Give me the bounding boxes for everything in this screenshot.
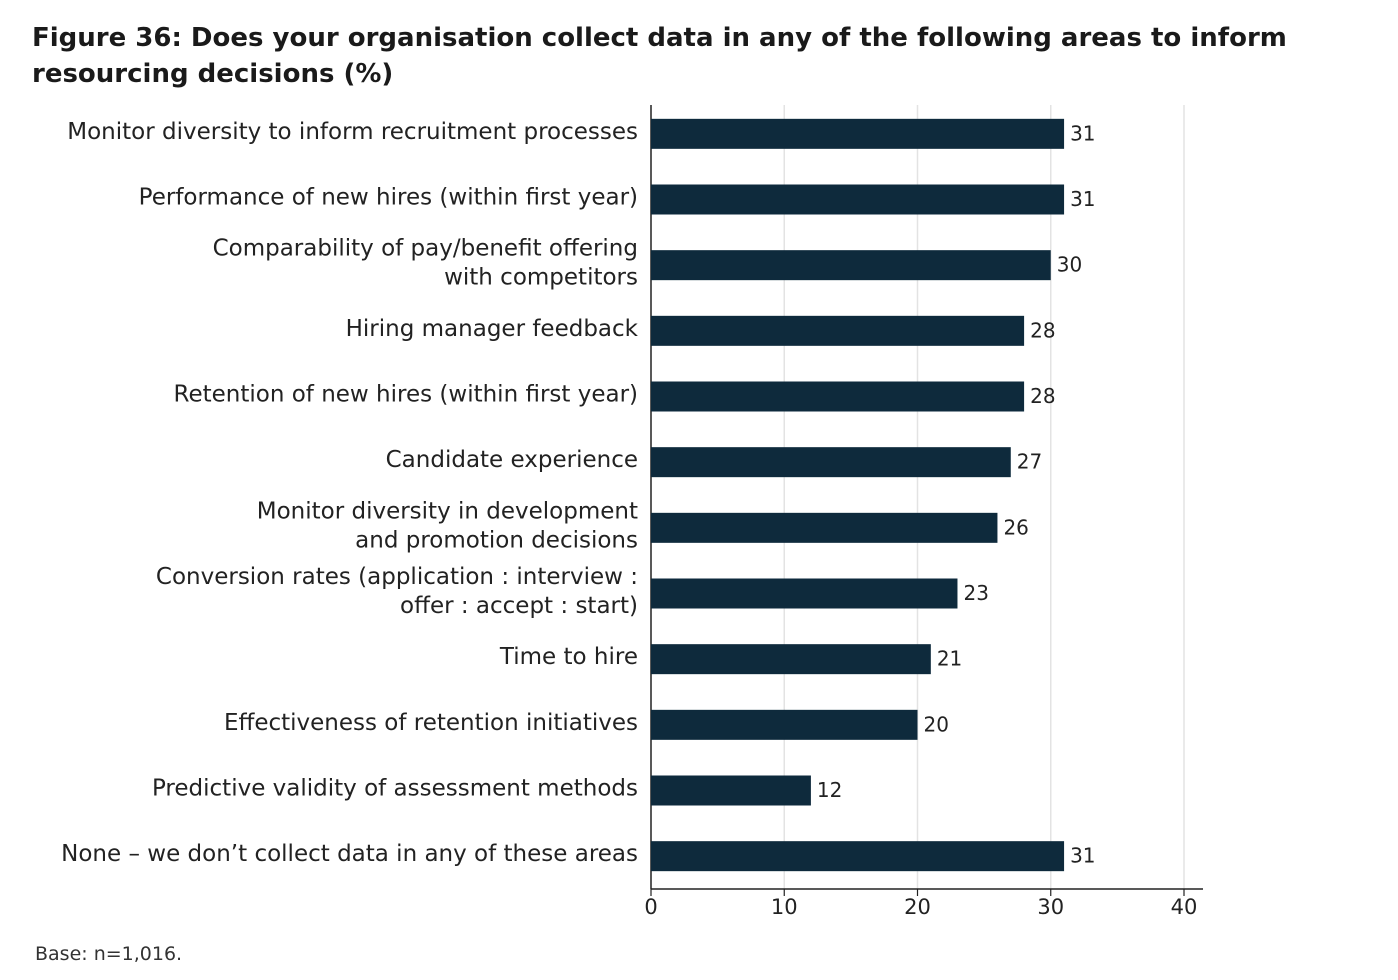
value-label: 31 bbox=[1070, 121, 1095, 145]
y-tick-label: Conversion rates (application : intervie… bbox=[156, 564, 638, 619]
x-tick-label: 10 bbox=[771, 895, 798, 919]
x-tick-label: 0 bbox=[644, 895, 657, 919]
bar bbox=[651, 381, 1025, 412]
value-label: 23 bbox=[963, 581, 988, 605]
footnote: Base: n=1,016. bbox=[35, 943, 183, 965]
value-label: 28 bbox=[1030, 384, 1055, 408]
bar bbox=[651, 315, 1025, 346]
y-tick-label: Time to hire bbox=[499, 644, 638, 670]
value-label: 31 bbox=[1070, 187, 1095, 211]
value-label: 27 bbox=[1017, 450, 1042, 474]
bar bbox=[651, 184, 1065, 215]
y-tick-label: Comparability of pay/benefit offering wit… bbox=[213, 235, 638, 290]
value-label: 20 bbox=[924, 712, 949, 736]
bar bbox=[651, 250, 1051, 281]
value-label: 12 bbox=[817, 778, 842, 802]
value-label: 28 bbox=[1030, 318, 1055, 342]
y-tick-label: None – we don’t collect data in any of t… bbox=[61, 841, 638, 867]
bar bbox=[651, 578, 958, 609]
value-label: 21 bbox=[937, 647, 962, 671]
chart-title: Figure 36: Does your organisation collec… bbox=[32, 23, 1287, 89]
bar bbox=[651, 709, 918, 740]
x-tick-label: 40 bbox=[1171, 895, 1198, 919]
y-tick-label: Effectiveness of retention initiatives bbox=[224, 709, 638, 735]
x-tick-label: 30 bbox=[1037, 895, 1064, 919]
bar bbox=[651, 841, 1065, 872]
value-label: 30 bbox=[1057, 253, 1082, 277]
bar bbox=[651, 644, 931, 675]
y-tick-label: Retention of new hires (within first yea… bbox=[174, 381, 639, 407]
bar bbox=[651, 775, 811, 806]
bar bbox=[651, 118, 1065, 149]
value-label: 26 bbox=[1003, 515, 1028, 539]
y-tick-label: Monitor diversity in development and prom… bbox=[257, 498, 638, 553]
bar bbox=[651, 512, 998, 543]
y-tick-label: Performance of new hires (within first y… bbox=[139, 184, 638, 210]
value-label: 31 bbox=[1070, 844, 1095, 868]
y-tick-label: Monitor diversity to inform recruitment … bbox=[67, 118, 638, 144]
y-tick-label: Candidate experience bbox=[386, 447, 638, 473]
bar bbox=[651, 447, 1011, 478]
y-tick-label: Predictive validity of assessment method… bbox=[152, 775, 638, 801]
y-tick-label: Hiring manager feedback bbox=[346, 315, 639, 341]
x-tick-label: 20 bbox=[904, 895, 931, 919]
